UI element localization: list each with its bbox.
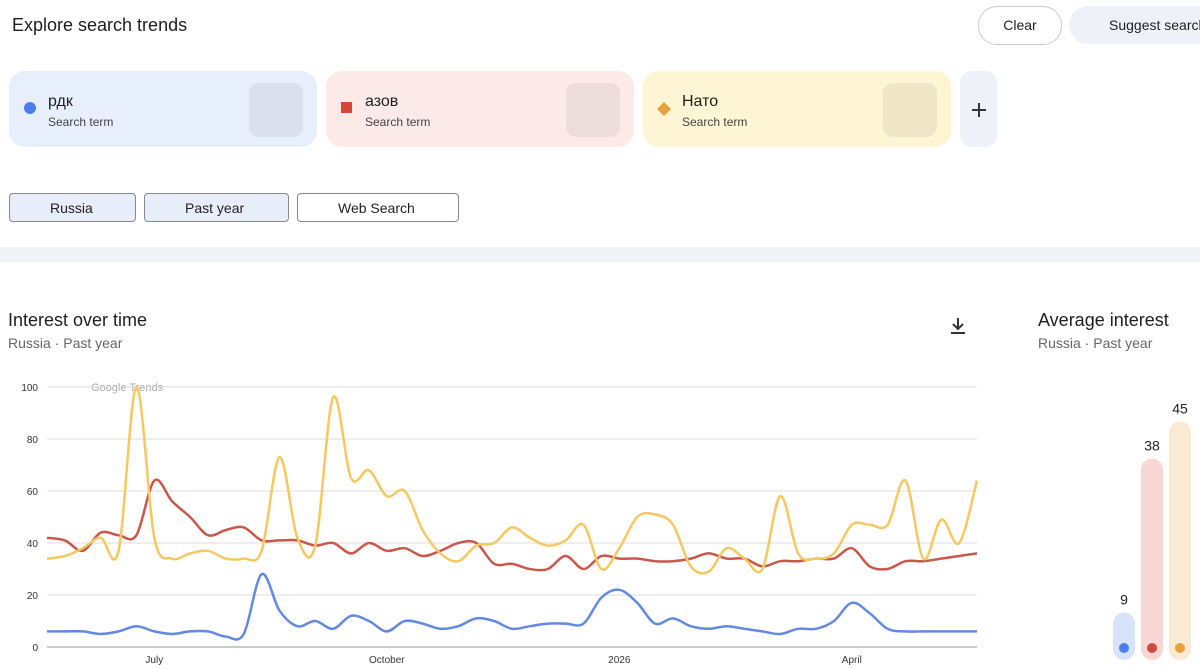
filter[interactable]: Web Search (297, 193, 459, 222)
term-name: рдк (48, 93, 73, 110)
chart-subtitle: Russia · Past year (1038, 335, 1153, 351)
filter[interactable]: Past year (144, 193, 289, 222)
x-tick-label: October (369, 655, 405, 666)
series-line (46, 478, 978, 572)
bar-marker (1175, 643, 1185, 653)
filter-label: Russia (50, 200, 93, 216)
bar-marker (1147, 643, 1157, 653)
add-term-button[interactable] (960, 71, 997, 147)
term-icon[interactable] (566, 83, 620, 137)
chart-title: Interest over time (8, 310, 148, 330)
charts: Google Trends 0 20 40 60 80 100 July October 2026… (21, 382, 1191, 666)
y-tick-label: 100 (21, 383, 38, 394)
y-tick-label: 20 (27, 591, 39, 602)
bar (1169, 421, 1191, 660)
bar (1113, 612, 1135, 660)
term-subtitle: Search term (365, 115, 431, 129)
suggest-label: Suggest searches (1109, 17, 1200, 33)
term-subtitle: Search term (682, 115, 748, 129)
chart-subtitle: Russia · Past year (8, 335, 123, 351)
term-name: азов (365, 93, 399, 110)
download-icon[interactable] (948, 316, 968, 336)
watermark: Google Trends (91, 382, 164, 394)
term-marker (341, 102, 352, 113)
y-tick-label: 80 (27, 435, 39, 446)
suggest-button[interactable]: Suggest searches (1069, 6, 1200, 44)
y-tick-label: 0 (32, 643, 38, 654)
divider (0, 247, 1200, 262)
bar (1141, 458, 1163, 660)
term-icon[interactable] (249, 83, 303, 137)
page-title: Explore search trends (12, 15, 188, 35)
series-line (47, 572, 977, 641)
term-marker (24, 102, 36, 114)
term-card[interactable]: рдк Search term (9, 71, 317, 147)
filter-label: Web Search (338, 200, 415, 216)
term-card[interactable]: азов Search term (326, 71, 634, 147)
value-label: 9 (1120, 591, 1128, 607)
series-line (46, 385, 979, 575)
bar-marker (1119, 643, 1129, 653)
term-subtitle: Search term (48, 115, 114, 129)
value-label: 45 (1172, 401, 1188, 417)
filter[interactable]: Russia (9, 193, 136, 222)
filter-label: Past year (185, 200, 245, 216)
x-tick-label: 2026 (608, 655, 631, 666)
term-name: Нато (682, 93, 719, 110)
y-tick-label: 40 (27, 539, 39, 550)
term-marker (657, 102, 671, 116)
chart-title: Average interest (1038, 310, 1169, 330)
term-icon[interactable] (883, 83, 937, 137)
y-tick-label: 60 (27, 487, 39, 498)
x-tick-label: July (145, 655, 163, 666)
value-label: 38 (1144, 438, 1160, 454)
term-card[interactable]: Нато Search term (643, 71, 951, 147)
x-tick-label: April (842, 655, 862, 666)
plus-icon (971, 102, 986, 117)
clear-button[interactable]: Clear (978, 6, 1062, 45)
